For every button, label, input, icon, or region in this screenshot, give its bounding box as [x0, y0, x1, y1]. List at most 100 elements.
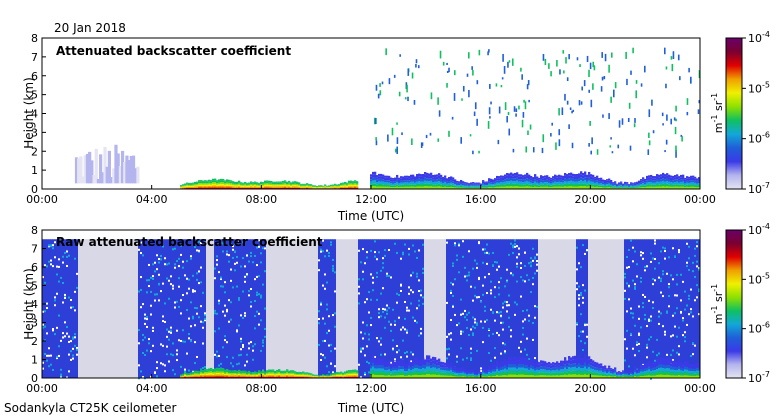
- noise-speck: [498, 281, 500, 284]
- layer-cell: [626, 187, 629, 189]
- layer-cell: [600, 179, 603, 182]
- layer-cell: [356, 181, 359, 183]
- layer-cell: [288, 187, 291, 189]
- noise-speck: [56, 265, 58, 268]
- noise-speck: [42, 323, 44, 326]
- signal-speck: [579, 64, 581, 68]
- layer-cell: [634, 376, 637, 378]
- layer-cell: [586, 374, 589, 378]
- layer-cell: [182, 375, 185, 377]
- layer-cell: [464, 369, 467, 371]
- layer-cell: [570, 178, 573, 181]
- noise-speck: [468, 311, 470, 314]
- layer-cell: [528, 186, 531, 189]
- layer-cell: [578, 181, 581, 184]
- layer-cell: [202, 187, 205, 189]
- layer-cell: [648, 184, 651, 187]
- layer-cell: [288, 373, 291, 375]
- noise-column: [422, 239, 425, 378]
- noise-speck: [194, 341, 196, 344]
- layer-cell: [246, 183, 249, 185]
- noise-speck: [658, 322, 660, 325]
- noise-speck: [686, 323, 688, 326]
- layer-cell: [668, 184, 671, 187]
- noise-column: [552, 239, 555, 378]
- layer-cell: [284, 180, 287, 182]
- layer-cell: [338, 375, 341, 377]
- layer-cell: [494, 178, 497, 180]
- layer-cell: [668, 177, 671, 180]
- noise-column: [578, 239, 581, 378]
- layer-cell: [576, 176, 579, 179]
- layer-cell: [194, 376, 197, 378]
- layer-cell: [352, 369, 355, 372]
- layer-cell: [312, 185, 315, 187]
- noise-speck: [230, 318, 232, 321]
- layer-cell: [240, 373, 243, 375]
- noise-column: [242, 239, 245, 378]
- noise-column: [682, 239, 685, 378]
- noise-speck: [528, 358, 530, 361]
- layer-cell: [384, 182, 387, 185]
- layer-cell: [638, 376, 641, 378]
- layer-cell: [654, 361, 657, 365]
- layer-cell: [224, 376, 227, 378]
- layer-cell: [464, 183, 467, 185]
- layer-cell: [550, 375, 553, 378]
- layer-cell: [284, 374, 287, 376]
- signal-speck: [515, 108, 518, 113]
- layer-cell: [622, 372, 625, 375]
- layer-cell: [192, 374, 195, 376]
- noise-speck: [60, 339, 62, 342]
- layer-cell: [204, 187, 207, 189]
- layer-cell: [634, 370, 637, 373]
- noise-speck: [686, 261, 688, 264]
- layer-cell: [666, 371, 669, 375]
- layer-cell: [486, 369, 489, 371]
- layer-cell: [380, 183, 383, 187]
- noise-speck: [580, 266, 582, 269]
- layer-cell: [446, 370, 449, 373]
- layer-cell: [560, 363, 563, 367]
- layer-cell: [590, 359, 593, 363]
- layer-cell: [270, 375, 273, 377]
- noise-column: [230, 239, 233, 378]
- layer-cell: [292, 187, 295, 189]
- noise-speck: [504, 300, 506, 303]
- layer-cell: [192, 185, 195, 187]
- noise-speck: [320, 250, 322, 253]
- layer-cell: [558, 181, 561, 185]
- layer-cell: [286, 370, 289, 373]
- layer-cell: [188, 184, 191, 186]
- noise-speck: [150, 313, 152, 316]
- noise-speck: [158, 261, 160, 264]
- signal-speck: [469, 134, 472, 137]
- layer-cell: [592, 179, 595, 182]
- layer-cell: [464, 182, 467, 184]
- layer-cell: [424, 374, 427, 378]
- noise-speck: [324, 255, 326, 258]
- layer-cell: [382, 358, 385, 362]
- layer-cell: [448, 180, 451, 183]
- signal-speck: [670, 56, 673, 60]
- layer-cell: [504, 368, 507, 372]
- signal-speck: [555, 142, 557, 150]
- signal-speck: [375, 140, 378, 146]
- noise-column: [324, 239, 327, 378]
- signal-speck: [558, 139, 561, 147]
- layer-cell: [468, 187, 471, 189]
- layer-cell: [532, 363, 535, 367]
- layer-cell: [522, 363, 525, 368]
- noise-speck: [404, 301, 406, 304]
- noise-speck: [48, 244, 50, 247]
- noise-speck: [404, 243, 406, 246]
- noise-speck: [520, 340, 522, 343]
- layer-cell: [530, 368, 533, 372]
- layer-cell: [212, 178, 215, 181]
- layer-cell: [370, 179, 373, 182]
- layer-cell: [626, 375, 629, 377]
- layer-cell: [586, 362, 589, 366]
- layer-cell: [538, 177, 541, 180]
- layer-cell: [630, 371, 633, 373]
- noise-speck: [52, 328, 54, 331]
